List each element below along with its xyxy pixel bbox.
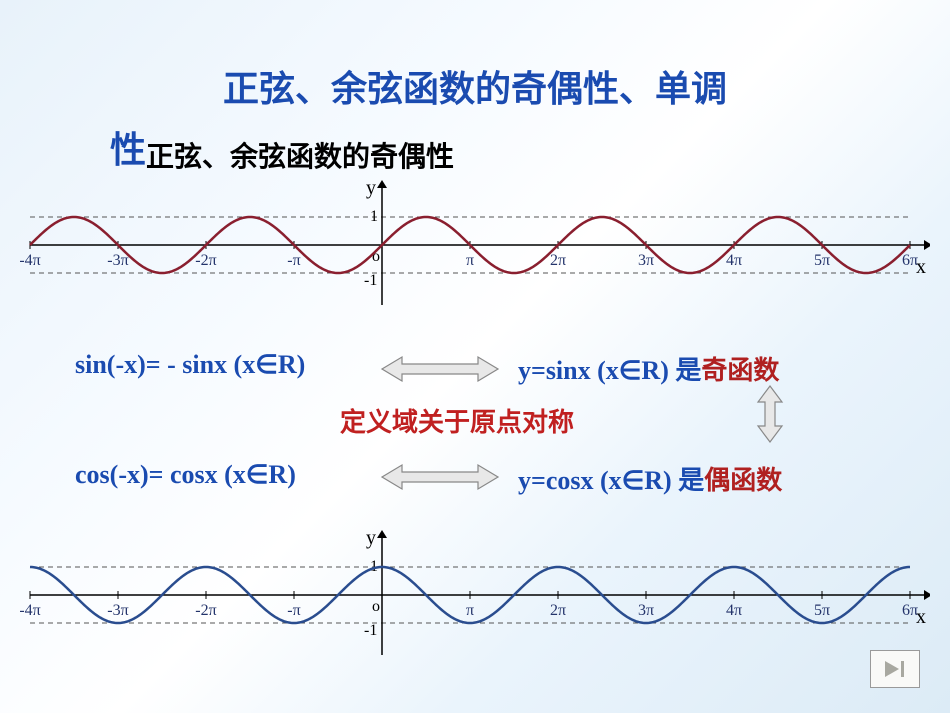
svg-text:x: x	[916, 256, 926, 278]
double-arrow-svg	[380, 354, 500, 384]
double-arrow-icon-2	[380, 462, 500, 492]
svg-text:4π: 4π	[726, 252, 742, 269]
play-forward-icon	[881, 658, 909, 680]
cos-result-kind: 偶函数	[704, 466, 782, 495]
svg-text:o: o	[372, 598, 380, 615]
svg-text:y: y	[366, 180, 376, 199]
sin-result-verb: 是	[675, 356, 701, 385]
title-text: 正弦、余弦函数的奇偶性、单调	[223, 69, 727, 109]
vertical-double-arrow-svg	[755, 384, 785, 444]
domain-note-text: 定义域关于原点对称	[340, 408, 574, 437]
svg-text:3π: 3π	[638, 252, 654, 269]
svg-text:4π: 4π	[726, 602, 742, 619]
svg-text:-3π: -3π	[107, 252, 128, 269]
vertical-double-arrow-icon	[755, 384, 785, 444]
svg-text:-π: -π	[287, 252, 300, 269]
cos-identity-text: cos(-x)= cosx (x∈R)	[75, 460, 296, 489]
svg-text:-4π: -4π	[20, 602, 41, 619]
sine-chart: -4π-3π-2π-ππ2π3π4π5π6πoyx1-1	[20, 180, 930, 310]
sin-identity-text: sin(-x)= - sinx (x∈R)	[75, 350, 305, 379]
cos-identity: cos(-x)= cosx (x∈R)	[75, 460, 296, 490]
svg-text:y: y	[366, 530, 376, 549]
svg-text:-3π: -3π	[107, 602, 128, 619]
equations-block: sin(-x)= - sinx (x∈R) y=sinx (x∈R) 是奇函数 …	[0, 340, 950, 510]
sin-identity: sin(-x)= - sinx (x∈R)	[75, 350, 305, 380]
svg-text:-1: -1	[364, 272, 377, 289]
svg-text:3π: 3π	[638, 602, 654, 619]
svg-text:2π: 2π	[550, 602, 566, 619]
svg-text:5π: 5π	[814, 252, 830, 269]
svg-text:1: 1	[370, 208, 378, 225]
svg-text:π: π	[466, 602, 474, 619]
svg-text:-1: -1	[364, 622, 377, 639]
svg-text:-2π: -2π	[195, 252, 216, 269]
sin-result: y=sinx (x∈R) 是奇函数	[518, 350, 779, 387]
cosine-chart: -4π-3π-2π-ππ2π3π4π5π6πoyx1-1	[20, 530, 930, 660]
svg-text:π: π	[466, 252, 474, 269]
sine-chart-svg: -4π-3π-2π-ππ2π3π4π5π6πoyx1-1	[20, 180, 930, 310]
cosine-chart-svg: -4π-3π-2π-ππ2π3π4π5π6πoyx1-1	[20, 530, 930, 660]
subtitle-text: 正弦、余弦函数的奇偶性	[146, 142, 454, 173]
svg-text:-2π: -2π	[195, 602, 216, 619]
sin-result-prefix: y=sinx (x∈R)	[518, 356, 675, 385]
page-title: 正弦、余弦函数的奇偶性、单调	[0, 60, 950, 112]
svg-text:x: x	[916, 606, 926, 628]
svg-text:-4π: -4π	[20, 252, 41, 269]
subtitle-prefix: 性	[110, 130, 146, 170]
cos-result-verb: 是	[678, 466, 704, 495]
subtitle: 性正弦、余弦函数的奇偶性	[110, 125, 454, 177]
cos-result-prefix: y=cosx (x∈R)	[518, 466, 678, 495]
double-arrow-icon	[380, 354, 500, 384]
double-arrow-svg-2	[380, 462, 500, 492]
svg-text:2π: 2π	[550, 252, 566, 269]
sin-result-kind: 奇函数	[701, 356, 779, 385]
svg-text:5π: 5π	[814, 602, 830, 619]
domain-note: 定义域关于原点对称	[340, 402, 574, 439]
next-slide-button[interactable]	[870, 650, 920, 688]
svg-text:-π: -π	[287, 602, 300, 619]
cos-result: y=cosx (x∈R) 是偶函数	[518, 460, 782, 497]
